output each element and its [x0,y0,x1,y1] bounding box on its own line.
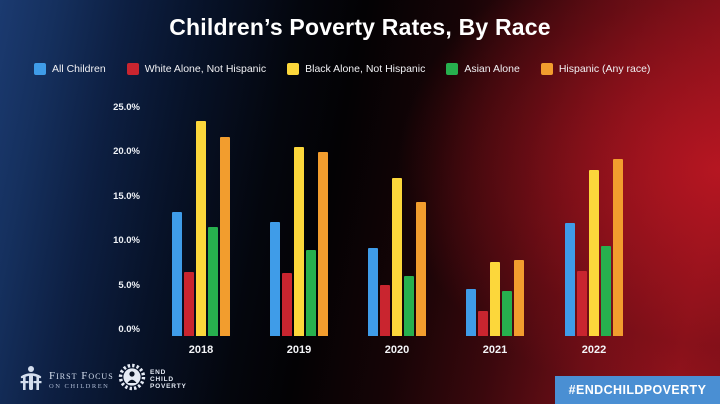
bar-2022-black-alone-not-hispanic [589,170,599,336]
bar-2018-black-alone-not-hispanic [196,121,206,336]
legend-swatch-icon [126,63,139,75]
legend-swatch-icon [287,63,300,75]
bar-2022-white-alone-not-hispanic [577,271,587,336]
bar-2018-asian-alone [208,227,218,336]
bar-2018-all-children [172,212,182,336]
y-axis-tick-label: 5.0% [118,279,140,291]
bar-group-2021 [466,260,524,336]
legend-label: White Alone, Not Hispanic [144,63,267,75]
bar-group-2019 [270,147,328,336]
bar-2020-hispanic-any-race [416,202,426,336]
bar-2020-white-alone-not-hispanic [380,285,390,336]
bar-2018-hispanic-any-race [220,137,230,336]
bar-2022-asian-alone [601,246,611,336]
bar-2019-hispanic-any-race [318,152,328,336]
bar-2020-all-children [368,248,378,336]
bar-group-2020 [368,178,426,336]
hashtag-badge: #ENDCHILDPOVERTY [555,376,720,404]
bar-2019-all-children [270,222,280,336]
x-axis-year-label: 2018 [188,344,214,356]
bar-group-2018 [172,121,230,336]
hashtag-label: #ENDCHILDPOVERTY [568,383,707,397]
legend-item-4: Hispanic (Any race) [540,63,651,75]
y-axis-tick-label: 15.0% [113,190,140,202]
x-axis-year-label: 2021 [482,344,508,356]
legend-item-1: White Alone, Not Hispanic [126,63,267,75]
bar-2021-hispanic-any-race [514,260,524,336]
first-focus-logo: First Focus on Children [18,364,114,397]
bar-group-2022 [565,159,623,336]
legend-label: Asian Alone [464,63,520,75]
end-child-poverty-logo: END CHILD POVERTY [118,363,187,396]
x-axis-year-label: 2019 [286,344,312,356]
legend: All Children White Alone, Not Hispanic Bla… [34,63,650,75]
bar-2022-hispanic-any-race [613,159,623,336]
x-axis-year-label: 2020 [384,344,410,356]
y-axis-tick-label: 10.0% [113,235,140,247]
ecp-line2: CHILD [150,375,174,383]
first-focus-line1: First Focus [49,369,114,382]
bar-2019-asian-alone [306,250,316,336]
ecp-line3: POVERTY [150,383,187,391]
y-axis-tick-label: 0.0% [118,324,140,335]
bar-2020-asian-alone [404,276,414,336]
x-axis-year-label: 2022 [581,344,607,356]
y-axis-tick-label: 25.0% [113,102,140,113]
legend-swatch-icon [34,63,46,75]
legend-label: All Children [52,63,106,75]
bar-2018-white-alone-not-hispanic [184,272,194,336]
bar-2021-white-alone-not-hispanic [478,311,488,336]
chart-title: Children’s Poverty Rates, By Race [169,14,551,40]
first-focus-line2: on Children [49,382,110,390]
legend-swatch-icon [540,63,553,75]
y-axis-tick-label: 20.0% [113,146,140,158]
bar-2022-all-children [565,223,575,336]
legend-label: Hispanic (Any race) [558,63,651,75]
legend-item-3: Asian Alone [446,63,520,75]
legend-swatch-icon [446,63,459,75]
bar-2021-black-alone-not-hispanic [490,262,500,336]
bar-2021-all-children [466,289,476,336]
first-focus-icon [18,364,44,397]
legend-item-2: Black Alone, Not Hispanic [287,63,425,75]
end-child-poverty-wordmark: END CHILD POVERTY [150,369,187,391]
ecp-line1: END [150,368,167,376]
bar-2019-white-alone-not-hispanic [282,273,292,336]
end-child-poverty-badge-icon [118,363,146,396]
first-focus-wordmark: First Focus on Children [49,369,114,391]
bar-2021-asian-alone [502,291,512,336]
legend-item-0: All Children [34,63,106,75]
bar-2019-black-alone-not-hispanic [294,147,304,336]
bar-2020-black-alone-not-hispanic [392,178,402,336]
legend-label: Black Alone, Not Hispanic [305,63,426,75]
